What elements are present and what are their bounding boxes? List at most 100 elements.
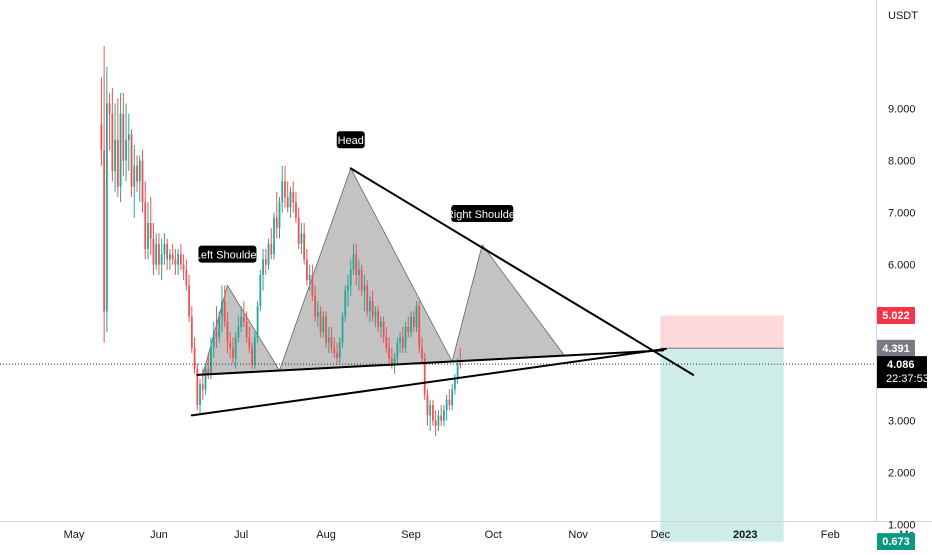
position-tool[interactable] (660, 315, 784, 542)
candle-body (240, 316, 243, 327)
candle-body (363, 285, 366, 291)
candle-body (237, 327, 240, 338)
candle-body (456, 363, 459, 379)
candle-body (423, 358, 426, 395)
candle-body (432, 405, 434, 421)
candle-body (306, 259, 308, 281)
candle-body (100, 124, 103, 151)
candle-body (379, 321, 382, 327)
candle-body (338, 342, 341, 359)
price-axis[interactable]: USDT 1.0002.0003.0004.0005.0006.0007.000… (888, 10, 918, 532)
current-price-badge: 4.086 (887, 359, 915, 371)
price-tick-label: 2.000 (888, 468, 916, 480)
candle-body (259, 275, 262, 307)
left-shoulder-label[interactable]: Left Shoulder (195, 245, 261, 263)
candle-body (182, 264, 185, 270)
candle-body (199, 384, 201, 405)
candle-body (336, 353, 338, 359)
candle-body (212, 332, 215, 348)
candle-body (327, 337, 330, 343)
candle-body (289, 191, 292, 208)
candle-body (207, 368, 210, 374)
price-tick-label: 7.000 (888, 208, 916, 220)
candle-body (171, 254, 174, 260)
candle-body (311, 275, 314, 296)
candle-body (360, 269, 363, 291)
candle-body (453, 379, 456, 390)
candle-body (297, 217, 300, 244)
candle-body (166, 243, 169, 260)
time-tick-label: Dec (651, 529, 671, 541)
candle-body (210, 347, 212, 374)
time-tick-label: 2023 (733, 529, 757, 541)
candle-body (316, 311, 319, 317)
candle-body (300, 233, 303, 244)
candle-body (412, 316, 415, 327)
candle-body (314, 295, 317, 317)
candle-body (418, 306, 421, 348)
candle-body (382, 321, 385, 338)
candle-body (149, 223, 152, 239)
candle-body (204, 368, 207, 390)
candle-body (242, 316, 245, 322)
candle-body (174, 259, 177, 265)
right-shoulder-label-text: Right Shoulder (446, 209, 519, 221)
candle-body (253, 337, 256, 364)
candle-body (371, 301, 374, 317)
candle-body (144, 202, 147, 249)
candle-body (262, 259, 264, 275)
candle-body (281, 181, 284, 203)
stop-loss-badge: 5.022 (882, 310, 910, 322)
candle-body (341, 316, 344, 343)
lower-support-line[interactable] (190, 347, 667, 417)
entry-badge-bg (877, 339, 915, 357)
candle-body (169, 254, 171, 260)
candle-body (322, 316, 325, 333)
candle-body (125, 139, 127, 161)
candle-body (369, 301, 371, 312)
trend-lines[interactable] (190, 167, 695, 417)
stop-loss-badge-bg (877, 306, 915, 324)
candle-body (226, 321, 229, 343)
candle-body (399, 337, 401, 343)
candle-body (122, 113, 125, 161)
pattern-annotations[interactable]: Left Shoulder Head Right Shoulder (195, 131, 519, 263)
candle-body (114, 139, 116, 171)
candle-body (330, 337, 333, 348)
candle-body (103, 150, 106, 312)
candle-body (248, 337, 251, 348)
upper-resistance-line[interactable] (349, 167, 695, 376)
countdown-badge: 22:37:53 (886, 373, 929, 385)
candle-body (232, 347, 234, 359)
current-price-badge-bg (877, 356, 927, 389)
currency-label: USDT (888, 10, 918, 22)
price-tick-label: 6.000 (888, 260, 916, 272)
candle-body (377, 311, 380, 327)
price-tick-label: 1.000 (888, 520, 916, 532)
head-label[interactable]: Head (336, 131, 365, 149)
price-tick-label: 8.000 (888, 156, 916, 168)
candle-body (448, 399, 451, 405)
take-profit-zone[interactable] (660, 348, 784, 542)
candle-body (105, 103, 108, 312)
candle-body (234, 337, 237, 359)
candle-body (190, 316, 193, 348)
neckline[interactable] (196, 349, 665, 376)
candle-body (355, 254, 358, 275)
price-badges: 5.022 4.391 0.673 4.086 22:37:53 (877, 306, 929, 551)
candle-body (256, 306, 259, 338)
candle-body (130, 134, 133, 187)
time-tick-label: Sep (401, 529, 421, 541)
stop-loss-zone[interactable] (660, 315, 784, 349)
candle-body (245, 321, 248, 338)
candle-body (434, 420, 437, 426)
time-tick-label: Feb (821, 529, 840, 541)
candle-body (163, 243, 166, 255)
candle-body (270, 243, 273, 255)
target-badge: 0.673 (882, 536, 910, 548)
right-shoulder-label[interactable]: Right Shoulder (446, 205, 519, 223)
candle-body (179, 254, 182, 265)
candle-body (278, 202, 281, 229)
